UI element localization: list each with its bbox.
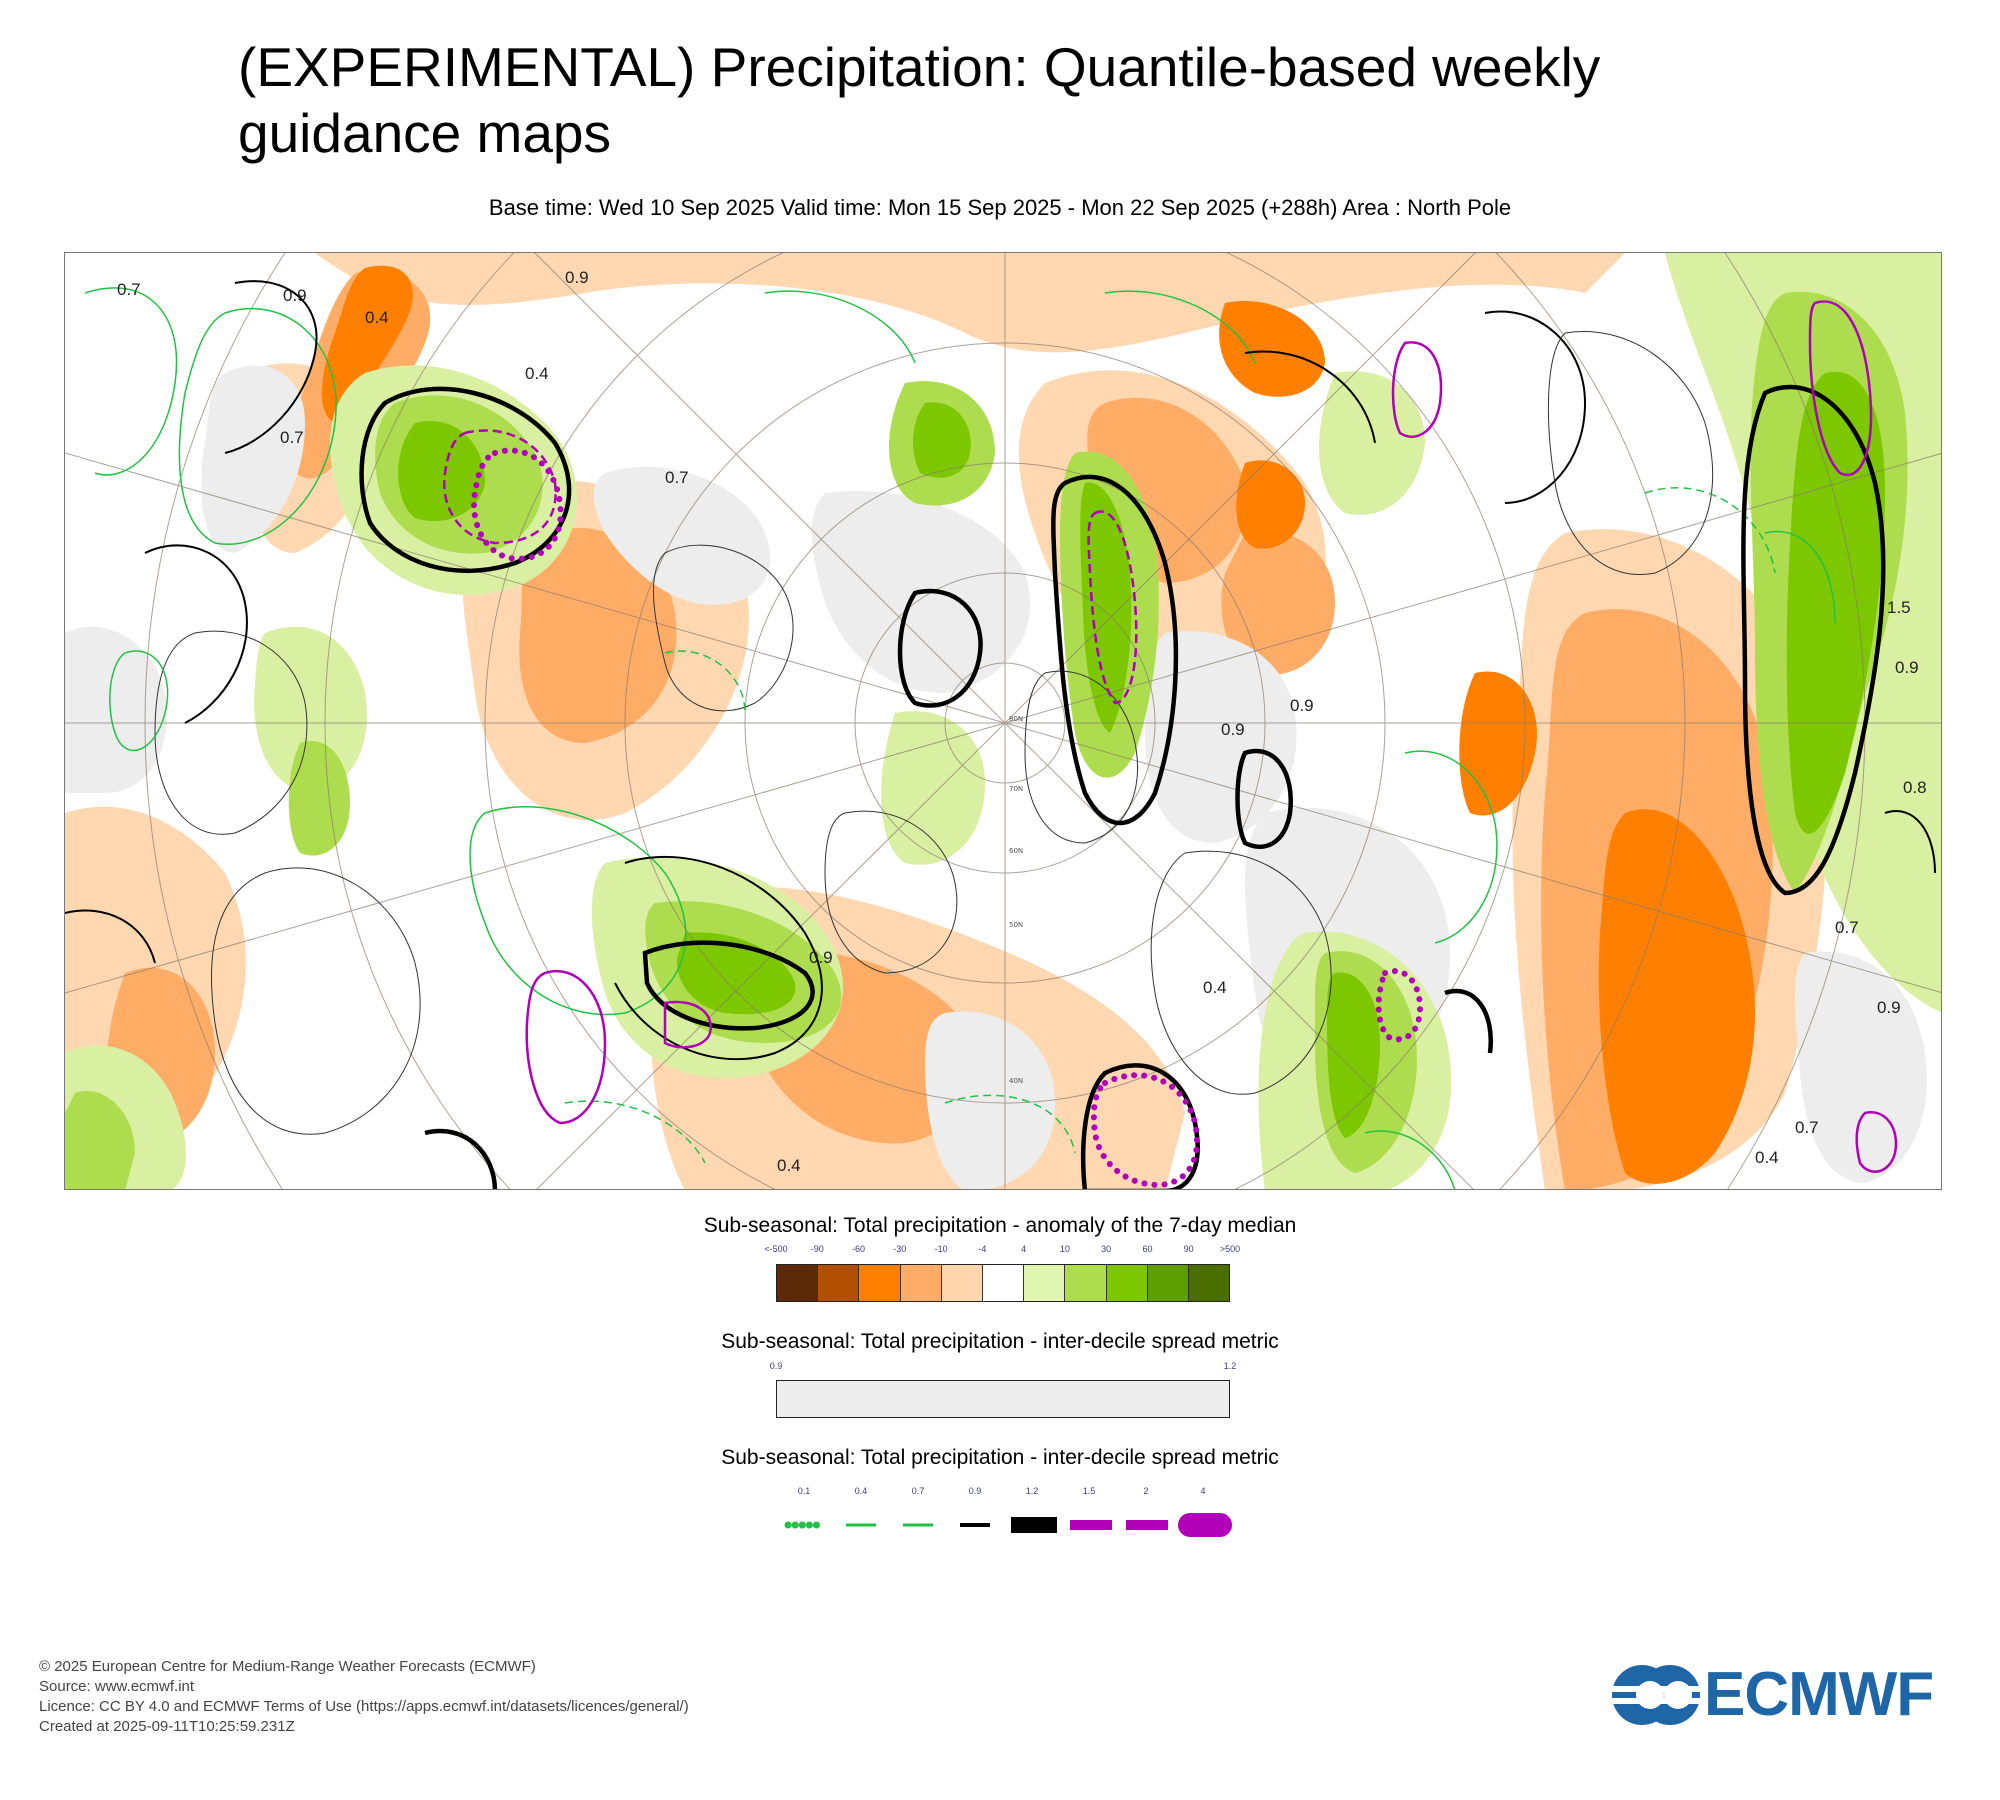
footer-created: Created at 2025-09-11T10:25:59.231Z bbox=[39, 1718, 295, 1735]
contour-label: 0.4 bbox=[1203, 978, 1227, 997]
contour-label: 0.7 bbox=[1835, 918, 1859, 937]
contour-label: 0.7 bbox=[1795, 1118, 1819, 1137]
lat-label-80: 80N bbox=[1009, 715, 1023, 723]
anomaly-tick: -30 bbox=[893, 1244, 907, 1254]
contour-label: 0.7 bbox=[665, 468, 689, 487]
contour-label: 0.4 bbox=[777, 1156, 801, 1175]
footer-licence: Licence: CC BY 4.0 and ECMWF Terms of Us… bbox=[39, 1698, 689, 1715]
contour-label: 0.7 bbox=[280, 428, 304, 447]
contour-tick: 0.4 bbox=[854, 1486, 868, 1496]
lat-label-60: 60N bbox=[1009, 847, 1023, 855]
anomaly-tick: -10 bbox=[934, 1244, 948, 1254]
contour-label: 0.9 bbox=[283, 286, 307, 305]
contour-label: 0.9 bbox=[809, 948, 833, 967]
contour-label: 0.4 bbox=[365, 308, 389, 327]
footer-credits: © 2025 European Centre for Medium-Range … bbox=[39, 1657, 689, 1737]
anomaly-legend-title: Sub-seasonal: Total precipitation - anom… bbox=[703, 1214, 1297, 1237]
anomaly-swatch-0 bbox=[777, 1265, 819, 1301]
contour-label: 1.5 bbox=[1887, 598, 1911, 617]
strong-dry-regions bbox=[321, 265, 1755, 1184]
contour-label: 0.9 bbox=[1290, 696, 1314, 715]
anomaly-tick: 90 bbox=[1183, 1244, 1194, 1254]
anomaly-tick: <-500 bbox=[764, 1244, 788, 1254]
contour-labels: 0.7 0.9 0.4 0.7 0.9 0.4 0.9 0.7 0.9 0.8 … bbox=[117, 268, 1927, 1175]
spread-legend-title: Sub-seasonal: Total precipitation - inte… bbox=[721, 1330, 1279, 1353]
magenta-contours bbox=[443, 300, 1898, 1173]
contour-tick: 0.1 bbox=[797, 1486, 811, 1496]
latitude-labels: 80N 70N 60N 50N 40N bbox=[1009, 715, 1023, 1085]
map-svg: 80N 70N 60N 50N 40N bbox=[65, 253, 1941, 1189]
ecmwf-logo-mark-icon bbox=[1610, 1665, 1702, 1725]
anomaly-legend-ticks: <-500 -90 -60 -30 -10 -4 4 10 30 60 90 >… bbox=[764, 1244, 1240, 1258]
anomaly-tick: 10 bbox=[1059, 1244, 1070, 1254]
contour-label: 0.4 bbox=[1755, 1148, 1779, 1167]
anomaly-swatch-4 bbox=[941, 1265, 983, 1301]
ecmwf-logo[interactable]: ECMWF bbox=[1610, 1660, 1970, 1735]
ecmwf-logo-text: ECMWF bbox=[1704, 1660, 1934, 1729]
title-line-1: (EXPERIMENTAL) Precipitation: Quantile-b… bbox=[238, 36, 1601, 98]
contour-style-legend bbox=[776, 1510, 1236, 1540]
spread-color-bar bbox=[776, 1380, 1230, 1418]
contour-label: 0.7 bbox=[117, 280, 141, 299]
contour-tick: 1.5 bbox=[1082, 1486, 1096, 1496]
contour-tick: 0.7 bbox=[911, 1486, 925, 1496]
contour-label: 0.9 bbox=[1221, 720, 1245, 739]
anomaly-color-bar bbox=[776, 1264, 1230, 1302]
anomaly-swatch-6 bbox=[1024, 1265, 1066, 1301]
anomaly-swatch-2 bbox=[859, 1265, 901, 1301]
spread-legend-ticks: 0.9 1.2 bbox=[770, 1361, 1237, 1375]
anomaly-tick: 60 bbox=[1142, 1244, 1153, 1254]
anomaly-tick: 4 bbox=[1021, 1244, 1027, 1254]
contour-label: 0.9 bbox=[1877, 998, 1901, 1017]
contour-legend-ticks: 0.1 0.4 0.7 0.9 1.2 1.5 2 4 bbox=[776, 1486, 1236, 1500]
contour-tick: 1.2 bbox=[1025, 1486, 1039, 1496]
anomaly-tick: -4 bbox=[978, 1244, 987, 1254]
anomaly-tick: >500 bbox=[1219, 1244, 1241, 1254]
magenta-dotted-contours bbox=[471, 447, 1424, 1189]
precipitation-map[interactable]: 80N 70N 60N 50N 40N bbox=[64, 252, 1942, 1190]
contour-label: 0.9 bbox=[1895, 658, 1919, 677]
coastlines bbox=[154, 331, 1714, 1135]
footer-copyright: © 2025 European Centre for Medium-Range … bbox=[39, 1658, 536, 1675]
lat-label-50: 50N bbox=[1009, 921, 1023, 929]
page-title: (EXPERIMENTAL) Precipitation: Quantile-b… bbox=[238, 34, 1738, 166]
anomaly-swatch-8 bbox=[1106, 1265, 1148, 1301]
contour-label: 0.4 bbox=[525, 364, 549, 383]
contour-tick: 4 bbox=[1200, 1486, 1206, 1496]
anomaly-tick: -90 bbox=[810, 1244, 824, 1254]
contour-label: 0.8 bbox=[1903, 778, 1927, 797]
contour-legend-title: Sub-seasonal: Total precipitation - inte… bbox=[721, 1446, 1279, 1469]
footer-source: Source: www.ecmwf.int bbox=[39, 1678, 195, 1695]
anomaly-tick: -60 bbox=[851, 1244, 866, 1254]
anomaly-swatch-9 bbox=[1147, 1265, 1189, 1301]
contour-tick: 2 bbox=[1143, 1486, 1149, 1496]
anomaly-swatch-7 bbox=[1065, 1265, 1107, 1301]
lat-label-70: 70N bbox=[1009, 785, 1023, 793]
title-line-2: guidance maps bbox=[238, 102, 612, 164]
anomaly-swatch-5 bbox=[982, 1265, 1025, 1301]
lat-label-40: 40N bbox=[1009, 1077, 1023, 1085]
anomaly-tick: 30 bbox=[1101, 1244, 1112, 1254]
spread-tick: 1.2 bbox=[1223, 1361, 1237, 1371]
spread-tick: 0.9 bbox=[769, 1361, 783, 1371]
black-thick-contours bbox=[359, 384, 1886, 1189]
contour-tick: 0.9 bbox=[968, 1486, 982, 1496]
anomaly-swatch-1 bbox=[818, 1265, 860, 1301]
green-contours bbox=[84, 287, 1836, 1189]
anomaly-swatch-10 bbox=[1188, 1265, 1230, 1301]
forecast-subtitle: Base time: Wed 10 Sep 2025 Valid time: M… bbox=[488, 195, 1512, 220]
contour-label: 0.9 bbox=[565, 268, 589, 287]
anomaly-swatch-3 bbox=[900, 1265, 942, 1301]
